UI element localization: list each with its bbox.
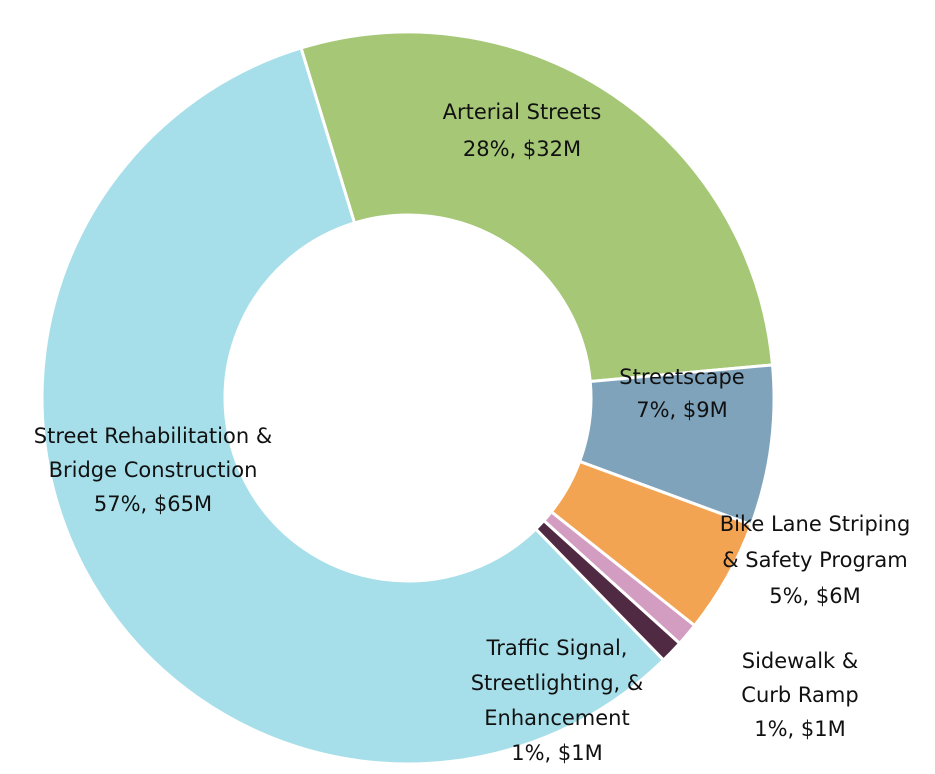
- value-label: 5%, $6M: [769, 584, 861, 608]
- slice-label: Sidewalk &: [742, 649, 859, 673]
- slice-label: & Safety Program: [722, 548, 908, 572]
- slice-label: Street Rehabilitation &: [34, 424, 272, 448]
- slice-label: Enhancement: [484, 706, 629, 730]
- slice-label: Bridge Construction: [49, 458, 258, 482]
- donut-slice: [299, 30, 775, 384]
- slice-label: Arterial Streets: [443, 100, 602, 124]
- value-label: 1%, $1M: [511, 741, 603, 765]
- slice-label: Streetscape: [619, 365, 744, 389]
- value-label: 28%, $32M: [463, 137, 581, 161]
- slice-label: Streetlighting, &: [471, 671, 644, 695]
- slice-label: Traffic Signal,: [486, 636, 628, 660]
- value-label: 1%, $1M: [754, 717, 846, 741]
- slice-label: Curb Ramp: [741, 683, 858, 707]
- value-label: 7%, $9M: [636, 398, 728, 422]
- slice-label: Bike Lane Striping: [720, 512, 911, 536]
- donut-slice: [40, 46, 666, 766]
- value-label: 57%, $65M: [94, 492, 212, 516]
